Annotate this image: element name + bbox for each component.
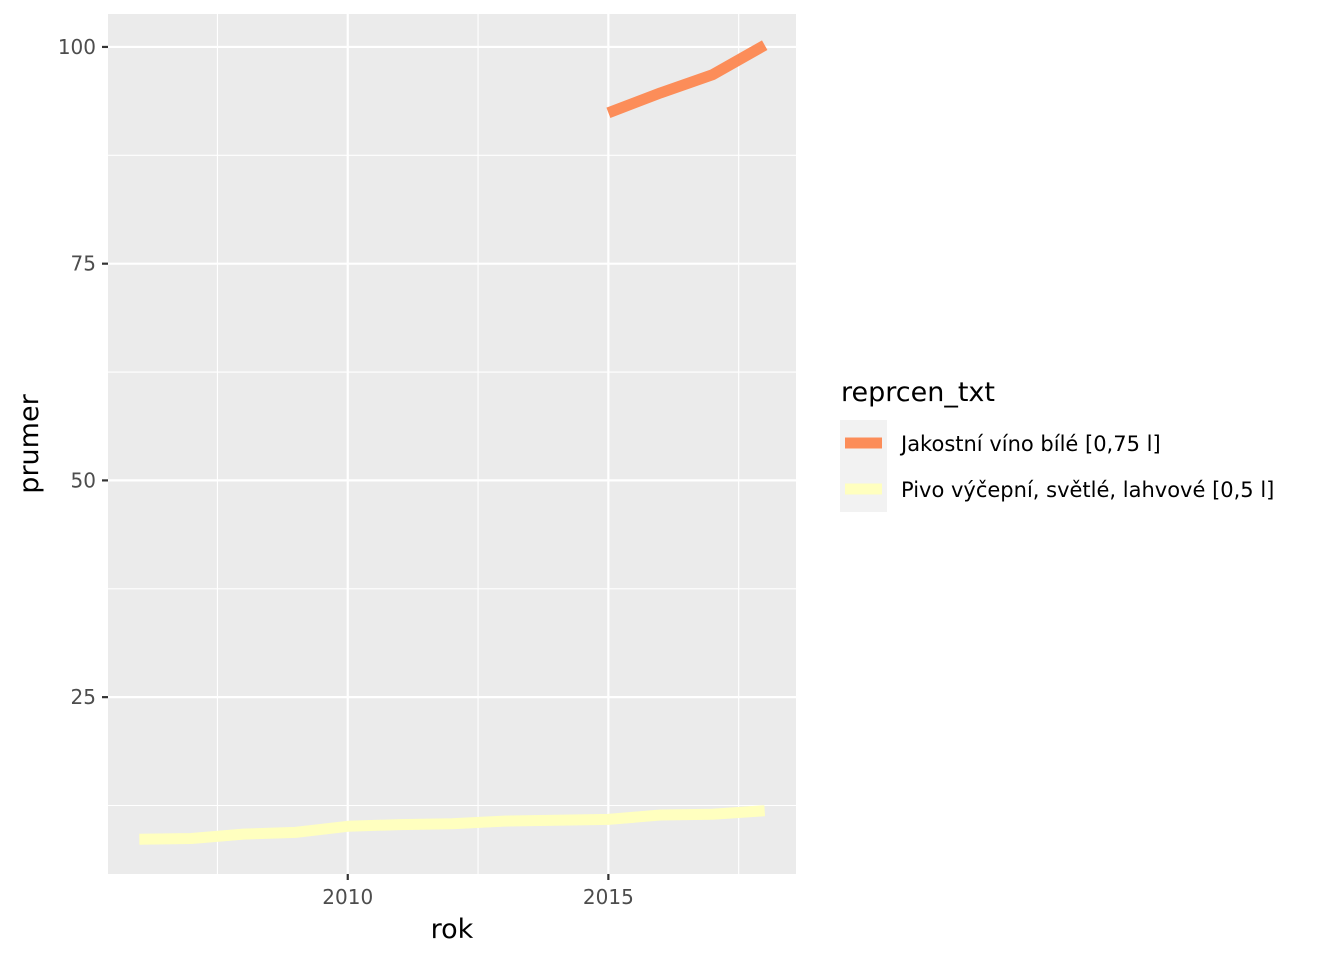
- series-layer: [139, 40, 768, 845]
- y-tick-label: 100: [58, 35, 96, 59]
- y-tick-label: 50: [71, 468, 96, 492]
- y-tick-label: 75: [71, 252, 96, 276]
- plot-panel: [108, 14, 796, 874]
- series-line-0: [606, 40, 768, 118]
- legend: reprcen_txt Jakostní víno bílé [0,75 l] …: [840, 377, 1274, 512]
- minor-grid: [108, 14, 796, 874]
- legend-title: reprcen_txt: [841, 377, 995, 408]
- series-line-1: [139, 805, 766, 845]
- legend-label-pivo: Pivo výčepní, světlé, lahvové [0,5 l]: [901, 478, 1274, 502]
- legend-label-jakostni-vino: Jakostní víno bílé [0,75 l]: [899, 432, 1161, 456]
- y-tick-label: 25: [71, 685, 96, 709]
- x-tick-label: 2015: [583, 885, 634, 909]
- axis-layer: 2010 2015 25 50 75 100: [58, 35, 634, 909]
- x-tick-label: 2010: [322, 885, 373, 909]
- x-axis-title: rok: [431, 914, 474, 945]
- y-axis-title: prumer: [14, 393, 45, 493]
- major-grid: [108, 14, 796, 874]
- legend-keys-background: [840, 420, 887, 512]
